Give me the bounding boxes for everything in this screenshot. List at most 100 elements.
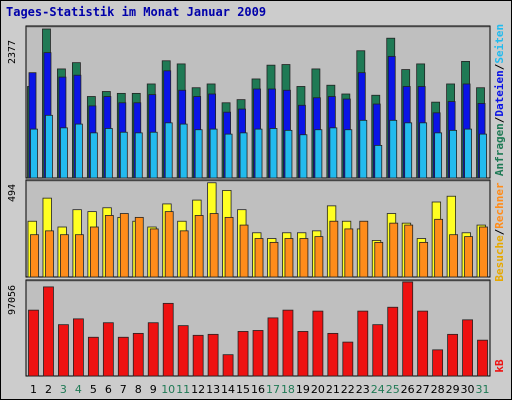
y-max-label-2: 494 (7, 184, 18, 202)
bar-rechner-21 (329, 220, 339, 278)
bar-seiten-8 (134, 132, 143, 179)
bar-seiten-15 (239, 132, 248, 179)
x-tick-label-31: 31 (476, 383, 490, 396)
bar-seiten-14 (224, 133, 233, 179)
x-tick-label-30: 30 (461, 383, 475, 396)
bar-seiten-29 (449, 129, 458, 179)
x-tick-label-5: 5 (90, 383, 97, 396)
bar-rechner-13 (209, 213, 219, 278)
chart-title: Tages-Statistik im Monat Januar 2009 (6, 5, 267, 19)
bar-kb-7 (117, 336, 129, 377)
bar-rechner-1 (30, 234, 39, 278)
bar-seiten-26 (404, 122, 413, 179)
bar-seiten-16 (254, 128, 263, 179)
bar-kb-22 (342, 341, 354, 377)
bar-seiten-27 (419, 122, 428, 179)
bar-seiten-2 (45, 114, 53, 179)
bar-rechner-12 (194, 215, 204, 278)
legend-top-item-3: / (493, 63, 506, 70)
bar-kb-29 (447, 333, 459, 377)
bar-kb-27 (417, 310, 429, 377)
x-tick-label-11: 11 (176, 383, 190, 396)
bar-rechner-27 (419, 241, 429, 278)
bar-rechner-3 (60, 234, 69, 278)
bar-kb-21 (327, 332, 339, 377)
bar-rechner-17 (269, 241, 279, 278)
legend-bottom-item-0: kB (493, 359, 506, 373)
bar-kb-19 (297, 331, 309, 377)
x-tick-label-6: 6 (105, 383, 112, 396)
bar-seiten-1 (30, 128, 38, 179)
bar-rechner-5 (89, 226, 99, 278)
x-tick-label-13: 13 (206, 383, 220, 396)
x-tick-label-7: 7 (120, 383, 127, 396)
bar-seiten-12 (194, 129, 203, 179)
legend-middle: Besuche/Rechner (493, 182, 506, 282)
bar-rechner-15 (239, 224, 249, 278)
legend-middle-item-2: Rechner (493, 182, 506, 229)
bar-rechner-30 (464, 236, 473, 278)
y-max-label-1: 2377 (7, 40, 18, 64)
x-tick-label-12: 12 (191, 383, 205, 396)
x-tick-label-26: 26 (401, 383, 415, 396)
bar-seiten-21 (329, 127, 338, 179)
bar-rechner-8 (134, 216, 144, 278)
legend-top-item-2: Dateien (493, 70, 506, 116)
bar-kb-24 (372, 324, 384, 377)
x-tick-label-16: 16 (251, 383, 265, 396)
bar-kb-15 (237, 331, 249, 377)
x-tick-label-9: 9 (150, 383, 157, 396)
bar-rechner-26 (404, 224, 414, 278)
x-tick-label-1: 1 (30, 383, 37, 396)
x-tick-label-17: 17 (266, 383, 280, 396)
legend-top-item-4: Seiten (493, 24, 506, 64)
bar-seiten-22 (344, 129, 353, 179)
legend-top: Anfragen/Dateien/Seiten (493, 24, 506, 176)
legend-top-item-1: / (493, 116, 506, 123)
x-tick-label-29: 29 (446, 383, 460, 396)
bar-seiten-7 (119, 131, 128, 179)
bar-kb-28 (432, 349, 444, 377)
bar-kb-3 (58, 324, 69, 377)
x-tick-label-21: 21 (326, 383, 340, 396)
bar-seiten-28 (434, 132, 443, 179)
bar-kb-9 (147, 322, 159, 377)
bar-kb-10 (162, 302, 174, 377)
bar-seiten-4 (75, 123, 83, 179)
bar-kb-8 (132, 332, 144, 377)
bar-rechner-31 (479, 226, 488, 278)
bar-kb-31 (477, 339, 488, 377)
bar-seiten-30 (464, 128, 472, 179)
bar-seiten-19 (299, 134, 308, 179)
bar-seiten-13 (209, 128, 218, 179)
bar-kb-23 (357, 310, 369, 377)
bar-rechner-22 (344, 228, 354, 278)
bar-rechner-28 (434, 218, 444, 278)
bar-rechner-16 (254, 238, 264, 278)
bar-rechner-19 (299, 238, 309, 278)
bar-seiten-11 (179, 123, 188, 179)
legend-bottom: kB (493, 359, 506, 373)
y-max-label-3: 97056 (7, 285, 18, 315)
bar-kb-5 (87, 336, 99, 377)
x-tick-label-23: 23 (356, 383, 370, 396)
bar-rechner-9 (149, 228, 159, 278)
bar-rechner-18 (284, 238, 294, 278)
bar-kb-26 (402, 281, 414, 377)
x-tick-label-20: 20 (311, 383, 325, 396)
x-tick-label-25: 25 (386, 383, 400, 396)
bar-rechner-24 (374, 241, 384, 278)
bar-rechner-6 (104, 215, 114, 278)
bar-rechner-20 (314, 236, 324, 278)
bar-kb-4 (73, 318, 84, 377)
bar-seiten-3 (60, 127, 68, 179)
bar-rechner-23 (359, 220, 369, 278)
bar-seiten-10 (164, 122, 173, 179)
x-tick-label-3: 3 (60, 383, 67, 396)
x-tick-label-22: 22 (341, 383, 355, 396)
x-tick-label-24: 24 (371, 383, 385, 396)
bar-kb-1 (28, 309, 39, 377)
bar-seiten-9 (149, 131, 158, 179)
bar-kb-20 (312, 310, 324, 377)
